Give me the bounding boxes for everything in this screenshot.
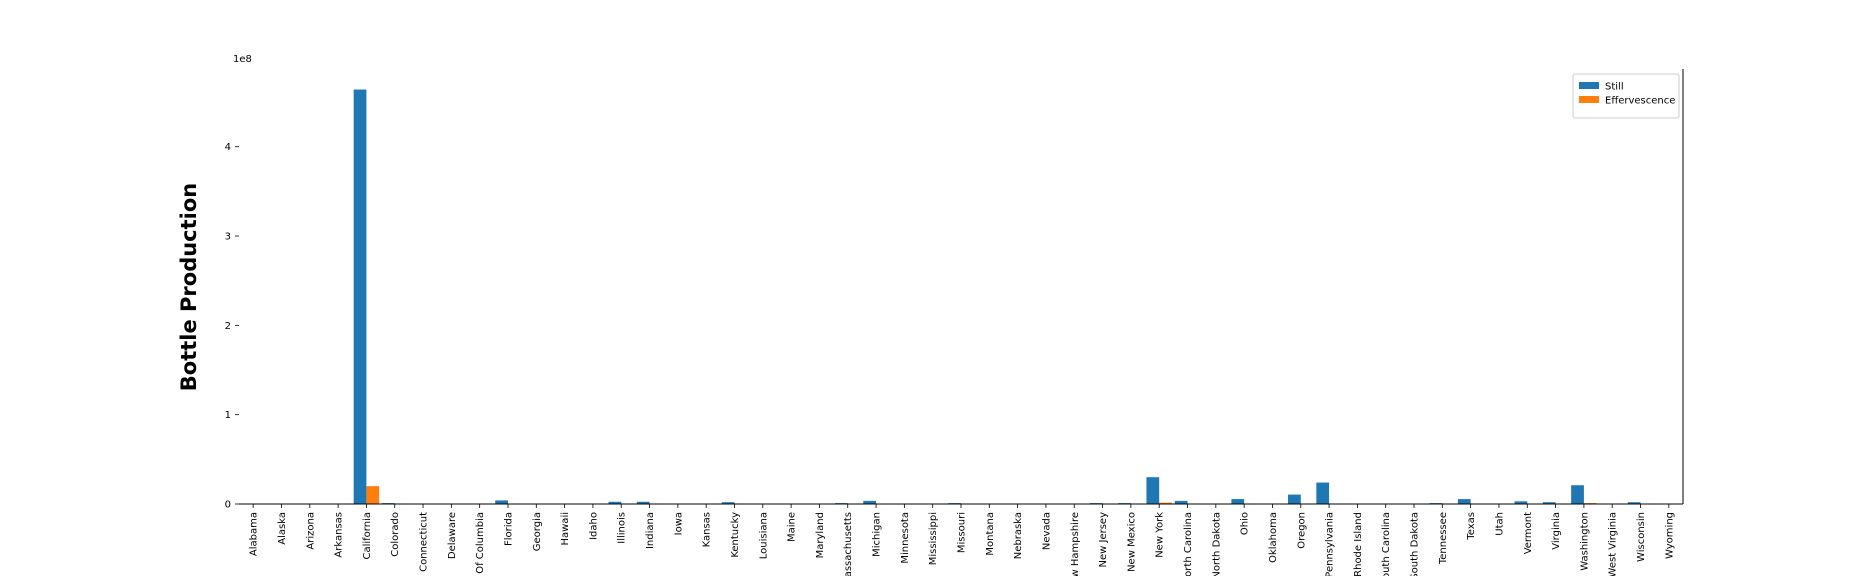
- x-tick-label: Utah: [1494, 512, 1505, 536]
- x-tick-label: Rhode Island: [1353, 512, 1364, 576]
- x-tick-label: Arkansas: [334, 512, 345, 558]
- x-tick-label: Mississippi: [928, 512, 939, 565]
- bar: [1174, 500, 1188, 504]
- x-tick-label: North Carolina: [1183, 512, 1194, 576]
- x-tick-label: Maine: [787, 512, 798, 542]
- bar: [495, 500, 508, 504]
- y-tick-label: 4: [225, 142, 231, 153]
- x-tick-label: Tennessee: [1438, 512, 1449, 565]
- x-tick-label: Wisconsin: [1636, 512, 1647, 562]
- x-tick-label: Wyoming: [1664, 512, 1675, 559]
- x-tick-label: Kentucky: [730, 512, 741, 558]
- x-tick-label: New Mexico: [1126, 512, 1137, 572]
- bar: [863, 500, 877, 504]
- bar: [1316, 482, 1330, 504]
- x-tick-label: Missouri: [957, 512, 968, 553]
- x-tick-label: Idaho: [588, 512, 599, 540]
- x-tick-label: South Dakota: [1410, 512, 1421, 576]
- x-tick-label: Florida: [503, 512, 514, 546]
- x-tick-label: Maryland: [815, 512, 826, 558]
- bar: [1288, 494, 1301, 504]
- x-tick-label: Georgia: [532, 512, 543, 551]
- y-tick-label: 1: [225, 410, 231, 421]
- x-tick-label: Iowa: [673, 512, 684, 535]
- x-tick-label: Nevada: [1041, 512, 1052, 550]
- bar: [608, 501, 622, 504]
- x-tick-label: Connecticut: [419, 512, 430, 572]
- x-tick-label: Ohio: [1240, 512, 1251, 535]
- bar: [721, 502, 735, 504]
- x-tick-label: Virginia: [1551, 512, 1562, 550]
- x-tick-label: Alaska: [277, 512, 288, 545]
- legend-label: Still: [1605, 82, 1624, 93]
- y-tick-label: 0: [225, 500, 231, 511]
- legend-box: [1572, 73, 1680, 119]
- bar: [1146, 477, 1160, 504]
- x-tick-label: Michigan: [872, 512, 883, 557]
- x-tick-label: Louisiana: [758, 512, 769, 559]
- x-tick-label: Delaware: [447, 512, 458, 559]
- legend-label: Effervescence: [1605, 96, 1675, 107]
- x-tick-label: South Carolina: [1381, 512, 1392, 576]
- x-tick-label: Oklahoma: [1268, 512, 1279, 563]
- x-tick-label: Indiana: [645, 512, 656, 549]
- bar: [1627, 502, 1641, 504]
- x-tick-label: North Dakota: [1211, 512, 1222, 576]
- y-axis-label: Bottle Production: [177, 183, 201, 391]
- bar: [1571, 485, 1584, 504]
- legend-swatch: [1579, 82, 1599, 89]
- x-tick-label: Nebraska: [1013, 512, 1024, 559]
- x-tick-label: Minnesota: [900, 512, 911, 564]
- bar: [353, 89, 367, 504]
- bar: [636, 501, 650, 504]
- x-tick-label: West Virginia: [1608, 512, 1619, 576]
- y-offset-label: 1e8: [233, 54, 252, 65]
- x-tick-label: Kansas: [702, 512, 713, 547]
- x-tick-label: New Hampshire: [1070, 512, 1081, 576]
- x-tick-label: California: [362, 512, 373, 560]
- y-tick-label: 2: [225, 321, 231, 332]
- x-tick-label: Pennsylvania: [1325, 512, 1336, 576]
- x-tick-label: Massachusetts: [843, 512, 854, 576]
- bar: [1514, 501, 1528, 504]
- bar: [1542, 502, 1556, 504]
- legend-swatch: [1579, 96, 1599, 103]
- x-tick-label: New York: [1155, 512, 1166, 558]
- x-tick-label: Washington: [1579, 512, 1590, 571]
- bar: [1231, 499, 1245, 504]
- x-tick-label: Texas: [1466, 512, 1477, 541]
- bar: [366, 486, 380, 504]
- x-tick-label: District Of Columbia: [475, 512, 486, 576]
- x-tick-label: Vermont: [1523, 512, 1534, 554]
- bar: [1457, 499, 1471, 504]
- x-tick-label: Alabama: [249, 512, 260, 556]
- x-tick-label: Montana: [985, 512, 996, 556]
- x-tick-label: Illinois: [617, 512, 628, 544]
- y-tick-label: 3: [225, 232, 231, 243]
- x-tick-label: Oregon: [1296, 512, 1307, 549]
- x-tick-label: Arizona: [305, 512, 316, 550]
- x-tick-label: New Jersey: [1098, 512, 1109, 568]
- x-tick-label: Colorado: [390, 512, 401, 557]
- bar: [1159, 502, 1172, 504]
- x-tick-label: Hawaii: [560, 512, 571, 546]
